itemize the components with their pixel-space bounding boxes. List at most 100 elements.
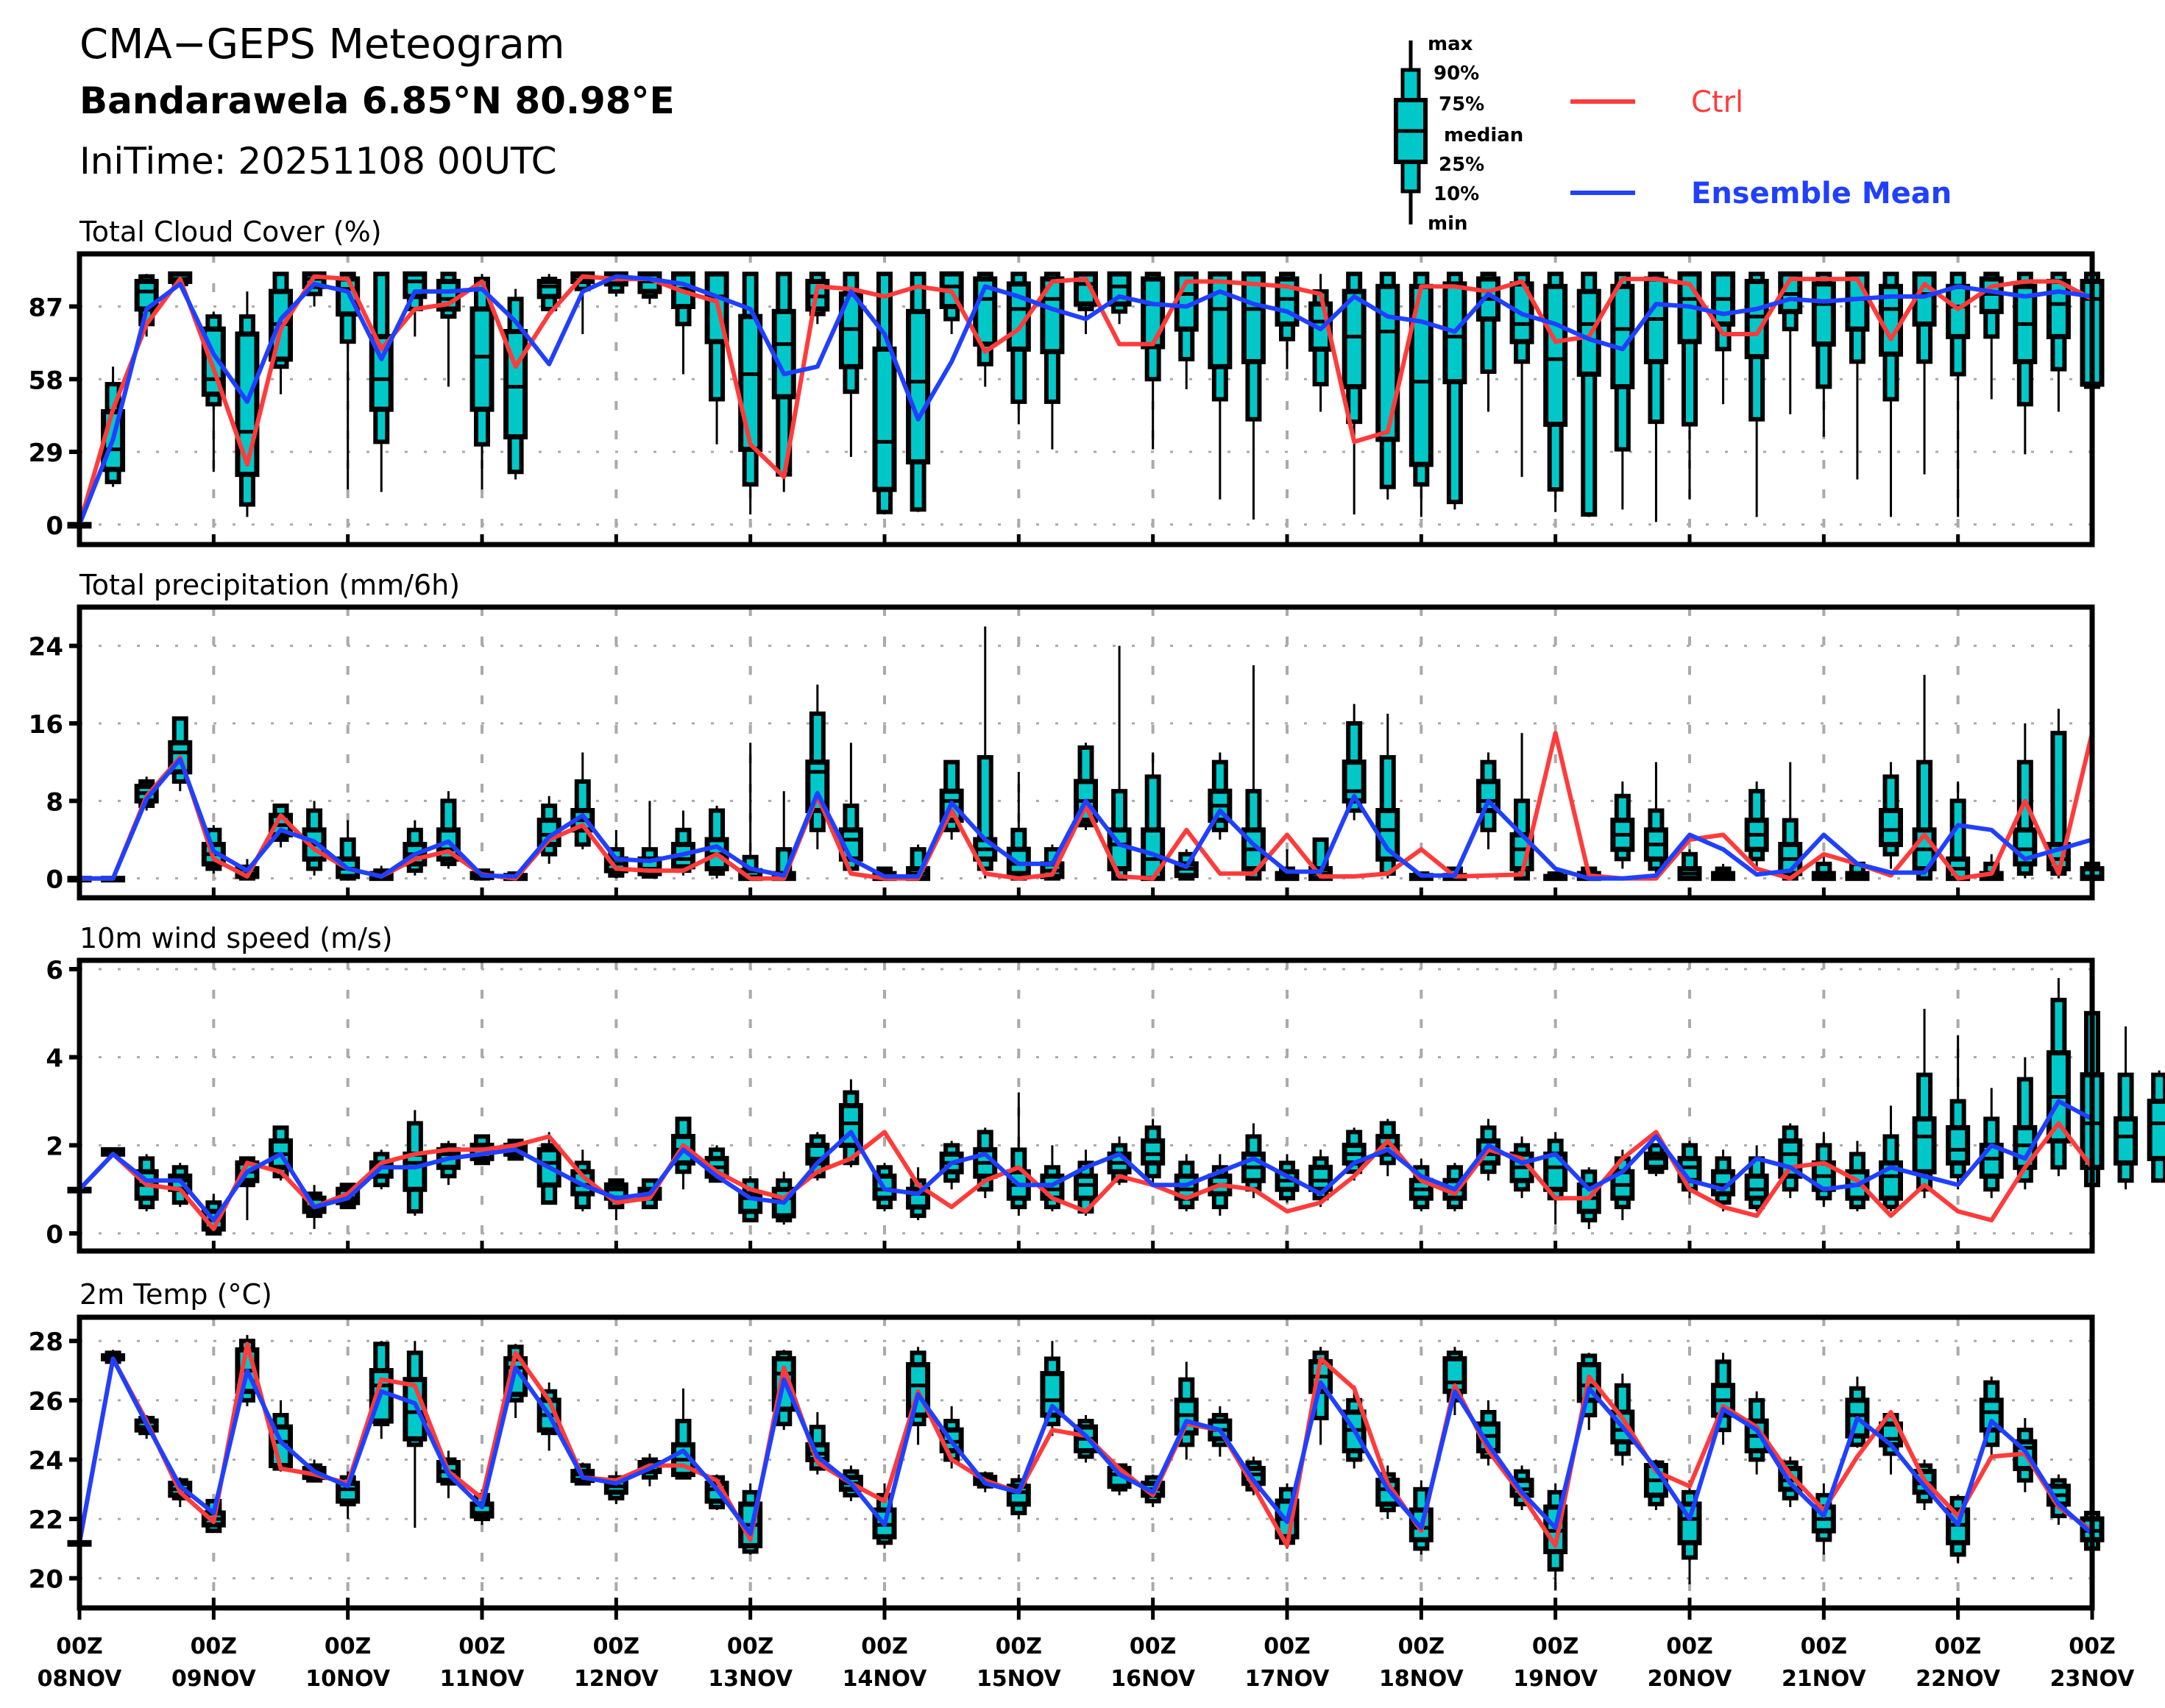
box-10 <box>403 1110 428 1216</box>
box-44 <box>1543 272 1568 512</box>
ctrl-line <box>77 1121 2094 1232</box>
legend-max: max <box>1428 33 1473 55</box>
iqr-box <box>403 1151 428 1192</box>
box-52 <box>1811 854 1836 882</box>
x-tick-label-hour: 00Z <box>593 1634 640 1659</box>
box-49 <box>1711 863 1736 882</box>
box-19 <box>704 805 729 879</box>
panel-1: Total precipitation (mm/6h) 0 8 16 24 <box>29 569 2105 901</box>
y-tick-label: 20 <box>29 1565 63 1595</box>
iqr-box <box>1811 281 1836 347</box>
iqr-box <box>1643 1151 1668 1170</box>
x-tick-label-date: 19NOV <box>1513 1666 1598 1692</box>
y-tick-label: 29 <box>29 439 63 468</box>
panel-title: Total Cloud Cover (%) <box>79 216 382 248</box>
y-tick-label: 58 <box>29 366 63 395</box>
ctrl-line <box>79 731 2094 881</box>
x-tick-label-hour: 00Z <box>1398 1634 1445 1659</box>
x-tick-label-hour: 00Z <box>727 1634 774 1659</box>
box-23 <box>838 1079 863 1168</box>
x-tick-label-hour: 00Z <box>2069 1634 2116 1659</box>
box-44 <box>1543 871 1568 882</box>
y-tick-label: 0 <box>46 511 63 541</box>
x-tick-label-hour: 00Z <box>1532 1634 1579 1659</box>
location-label: Bandarawela 6.85°N 80.98°E <box>79 79 675 122</box>
box-62 <box>2147 1070 2165 1183</box>
iqr-box <box>1074 1173 1098 1201</box>
x-tick-label-date: 16NOV <box>1110 1666 1196 1692</box>
box-48 <box>1677 849 1702 882</box>
legend: max 90% 75% median 25% 10% min Ctrl Ense… <box>1394 33 1952 235</box>
ctrl-line <box>77 274 2094 525</box>
x-tick-label-hour: 00Z <box>1801 1634 1848 1659</box>
legend-p75: 75% <box>1439 93 1484 116</box>
box-22 <box>805 272 830 325</box>
box-47 <box>1643 1143 1668 1177</box>
y-tick-label: 4 <box>46 1044 63 1074</box>
x-tick-label-date: 08NOV <box>38 1666 123 1692</box>
box-58 <box>2013 272 2038 455</box>
iqr-box <box>738 313 763 453</box>
iqr-box <box>1912 1116 1937 1174</box>
x-tick-label-date: 17NOV <box>1245 1666 1330 1692</box>
box-38 <box>1342 1127 1367 1181</box>
box-47 <box>1643 762 1668 874</box>
box-49 <box>1711 1149 1736 1212</box>
ensemble-mean-line <box>79 756 2093 881</box>
box-54 <box>1879 1105 1903 1212</box>
box-44 <box>1543 1132 1568 1225</box>
box-21 <box>771 272 796 492</box>
x-tick-label-date: 22NOV <box>1916 1666 2001 1692</box>
box-9 <box>369 272 394 492</box>
iqr-box <box>1744 1173 1769 1201</box>
panel-frame <box>77 604 2095 901</box>
iqr-box <box>1879 808 1903 848</box>
iqr-box <box>1141 1138 1166 1166</box>
y-tick-label: 24 <box>29 1446 63 1475</box>
box-53 <box>1845 861 1870 882</box>
box-12 <box>470 274 495 490</box>
box-10 <box>403 820 428 876</box>
box-20 <box>738 743 763 882</box>
iqr-box <box>1141 276 1166 350</box>
box-38 <box>1342 272 1367 515</box>
init-time-label: IniTime: 20251108 00UTC <box>79 140 557 183</box>
box-50 <box>1744 1145 1769 1212</box>
box-56 <box>1946 782 1971 882</box>
iqr-box <box>1610 283 1635 389</box>
x-tick-label-hour: 00Z <box>56 1634 103 1659</box>
iqr-box <box>1543 283 1568 428</box>
iqr-box <box>470 306 495 412</box>
panel-title: 10m wind speed (m/s) <box>79 922 393 954</box>
y-tick-label: 24 <box>29 633 63 662</box>
box-50 <box>1744 782 1769 869</box>
x-tick-label-hour: 00Z <box>861 1634 908 1659</box>
panel-0: Total Cloud Cover (%) 0 29 58 87 <box>29 216 2105 548</box>
legend-boxplot-icon <box>1394 40 1428 224</box>
box-55 <box>1912 675 1937 881</box>
iqr-box <box>235 331 260 478</box>
box-5 <box>235 291 260 517</box>
box-56 <box>1946 1035 1971 1190</box>
legend-mean-label: Ensemble Mean <box>1691 177 1952 210</box>
panel-title: Total precipitation (mm/6h) <box>79 569 460 601</box>
box-51 <box>1778 271 1803 414</box>
box-56 <box>1946 272 1971 517</box>
y-tick-label: 87 <box>29 294 63 323</box>
box-57 <box>1979 272 2004 400</box>
iqr-box <box>2147 1099 2165 1161</box>
panel-frame <box>77 957 2095 1254</box>
box-61 <box>2113 1026 2139 1190</box>
box-28 <box>1006 1092 1031 1216</box>
y-tick-label: 28 <box>29 1328 63 1357</box>
box-34 <box>1208 271 1233 500</box>
box-39 <box>1375 272 1400 500</box>
panel-frame <box>77 1314 2095 1611</box>
legend-p90: 90% <box>1434 63 1479 85</box>
chart-title: CMA−GEPS Meteogram <box>79 21 565 68</box>
x-tick-label-hour: 00Z <box>1666 1634 1713 1659</box>
iqr-box <box>872 346 897 492</box>
x-tick-label-date: 10NOV <box>305 1666 391 1692</box>
box-51 <box>1778 1123 1803 1199</box>
x-tick-label-date: 13NOV <box>708 1666 793 1692</box>
